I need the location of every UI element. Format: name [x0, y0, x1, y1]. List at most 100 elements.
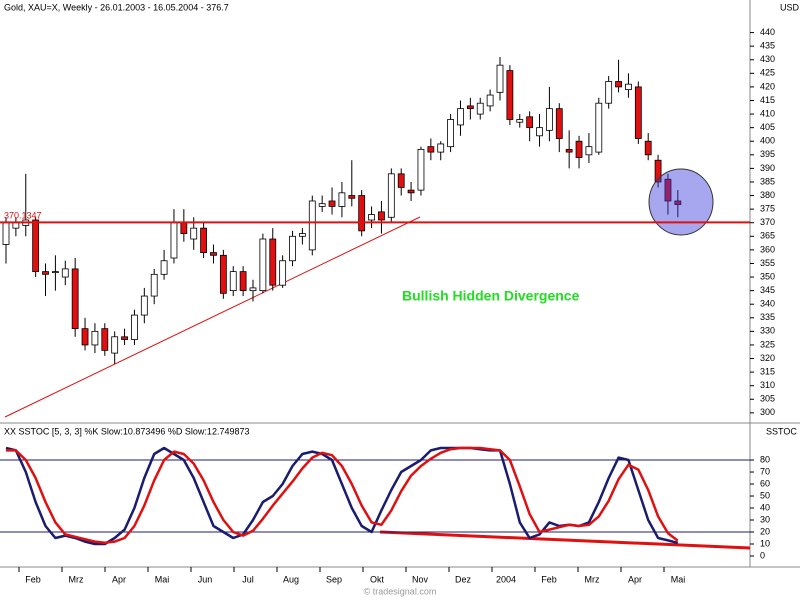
x-tick-label: Nov	[412, 574, 429, 584]
candle-body	[654, 159, 662, 183]
candle-body	[160, 260, 168, 275]
candle-body	[387, 173, 395, 218]
candle-body	[32, 219, 40, 273]
candle-body	[496, 64, 504, 93]
trendline	[4, 216, 421, 418]
y-tick-label: 400	[760, 136, 775, 146]
x-tick-label: Jun	[198, 574, 213, 584]
hline-label: 370.1347	[4, 211, 42, 221]
candle-body	[180, 222, 188, 234]
y-tick-label: 305	[760, 394, 775, 404]
y-tick-label: 345	[760, 285, 775, 295]
indicator-axis-label: SSTOC	[766, 426, 797, 436]
candle-body	[279, 260, 287, 286]
y-tick-label: 80	[760, 454, 770, 464]
x-tick-label: Mrz	[69, 574, 84, 584]
y-tick-label: 395	[760, 149, 775, 159]
x-tick-label: Feb	[541, 574, 557, 584]
y-tick-label: 335	[760, 312, 775, 322]
candle-body	[466, 105, 474, 110]
x-tick-label: Apr	[112, 574, 126, 584]
candle-body	[200, 227, 208, 253]
candle-body	[546, 108, 553, 131]
x-tick-label: Dez	[455, 574, 472, 584]
candle-body	[447, 119, 455, 148]
candle-body	[219, 254, 227, 294]
y-tick-label: 425	[760, 68, 775, 78]
chart-title: Gold, XAU=X, Weekly - 26.01.2003 - 16.05…	[4, 2, 229, 12]
candle-body	[328, 200, 336, 207]
y-tick-label: 410	[760, 108, 775, 118]
y-tick-label: 375	[760, 204, 775, 214]
y-tick-label: 365	[760, 231, 775, 241]
y-tick-label: 435	[760, 41, 775, 51]
candle-body	[555, 108, 563, 139]
candle-body	[2, 222, 10, 245]
candle-body	[71, 268, 79, 330]
candle-body	[229, 271, 237, 292]
x-tick-label: Aug	[283, 574, 299, 584]
candle-body	[674, 200, 682, 205]
y-tick-label: 315	[760, 366, 775, 376]
candle-body	[634, 86, 642, 139]
candle-body	[457, 108, 464, 126]
x-tick-label: Apr	[628, 574, 642, 584]
candle-body	[101, 328, 109, 351]
y-tick-label: 325	[760, 339, 775, 349]
y-tick-label: 340	[760, 299, 775, 309]
candle-body	[506, 70, 514, 120]
candle-body	[427, 146, 435, 153]
y-tick-label: 40	[760, 502, 770, 512]
candle-body	[516, 119, 524, 123]
y-tick-label: 300	[760, 407, 775, 417]
y-tick-label: 355	[760, 258, 775, 268]
candle-body	[52, 271, 59, 274]
candle-body	[644, 140, 652, 156]
candle-body	[131, 314, 138, 340]
candle-body	[476, 102, 484, 115]
candle-body	[12, 222, 20, 229]
y-tick-label: 420	[760, 81, 775, 91]
candle-body	[210, 252, 217, 256]
candle-body	[298, 233, 306, 237]
candle-body	[170, 222, 178, 259]
candle-body	[308, 200, 316, 251]
y-tick-label: 415	[760, 95, 775, 105]
y-tick-label: 405	[760, 122, 775, 132]
x-tick-label: Jul	[242, 574, 254, 584]
candle-body	[664, 178, 672, 202]
candle-body	[269, 238, 277, 286]
y-tick-label: 385	[760, 176, 775, 186]
indicator-trendline	[379, 530, 751, 550]
candle-body	[289, 235, 296, 262]
y-tick-label: 20	[760, 526, 770, 536]
candle-body	[81, 328, 89, 346]
y-tick-label: 320	[760, 353, 775, 363]
candle-body	[397, 173, 405, 188]
candle-body	[407, 189, 415, 194]
candle-body	[536, 127, 543, 137]
candle-body	[249, 287, 257, 292]
candle-body	[338, 192, 346, 207]
candle-body	[150, 273, 158, 297]
candle-body	[318, 203, 326, 207]
y-tick-label: 330	[760, 326, 775, 336]
candle-body	[575, 140, 583, 158]
candle-body	[111, 336, 119, 354]
candle-body	[190, 227, 198, 240]
candle-body	[625, 83, 632, 91]
y-tick-label: 30	[760, 514, 770, 524]
candle-body	[259, 238, 267, 292]
candles	[2, 57, 682, 364]
y-tick-label: 70	[760, 466, 770, 476]
y-tick-label: 390	[760, 163, 775, 173]
candle-body	[121, 336, 128, 340]
candle-body	[526, 116, 534, 129]
y-tick-label: 0	[760, 550, 765, 560]
x-tick-label: Sep	[326, 574, 342, 584]
candle-body	[378, 211, 385, 221]
candle-body	[595, 102, 603, 153]
y-axis-label: USD	[780, 2, 800, 12]
candle-body	[239, 271, 247, 292]
